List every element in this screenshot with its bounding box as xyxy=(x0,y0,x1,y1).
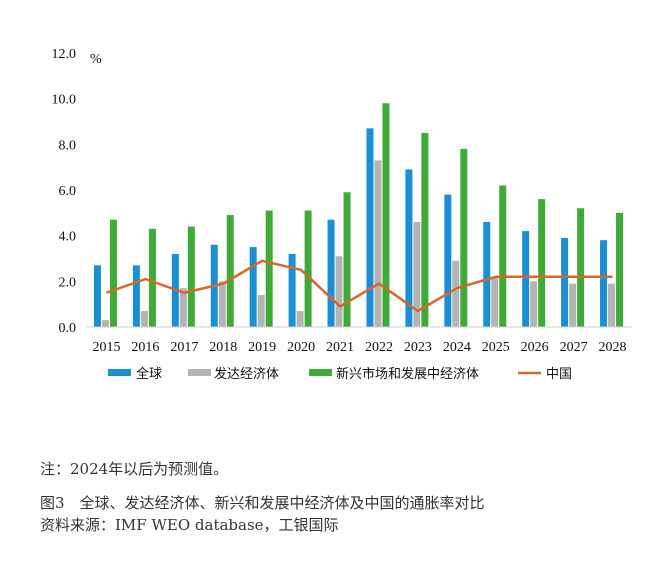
x-tick-label: 2026 xyxy=(521,340,549,355)
bar-global-2024 xyxy=(444,194,452,327)
bar-advanced-2021 xyxy=(335,256,343,327)
y-axis: 0.0 2.0 4.0 6.0 8.0 10.0 12.0 xyxy=(52,47,77,336)
bar-advanced-2023 xyxy=(413,221,421,327)
x-tick-label: 2025 xyxy=(482,340,510,355)
bar-emerging-2016 xyxy=(148,228,156,327)
y-tick-label: 6.0 xyxy=(59,184,77,199)
x-tick-label: 2017 xyxy=(170,340,198,355)
bar-advanced-2025 xyxy=(491,276,499,327)
bar-global-2021 xyxy=(327,219,335,327)
bar-emerging-2021 xyxy=(343,192,351,327)
y-tick-label: 0.0 xyxy=(59,321,77,336)
bar-emerging-2020 xyxy=(304,210,312,327)
legend-swatch xyxy=(108,369,131,376)
y-tick-label: 12.0 xyxy=(52,47,77,62)
bar-advanced-2018 xyxy=(218,281,226,327)
bar-emerging-2018 xyxy=(226,215,234,327)
x-tick-label: 2027 xyxy=(560,340,588,355)
bar-emerging-2026 xyxy=(538,199,546,327)
forecast-note: 注：2024年以后为预测值。 xyxy=(40,460,229,478)
bars-layer xyxy=(93,103,624,327)
bar-advanced-2026 xyxy=(530,281,538,327)
data-source: 资料来源：IMF WEO database，工银国际 xyxy=(40,516,339,534)
x-tick-label: 2020 xyxy=(287,340,315,355)
bar-advanced-2024 xyxy=(452,260,460,327)
y-unit-label: % xyxy=(90,52,102,67)
legend-label: 中国 xyxy=(546,367,572,382)
bar-advanced-2022 xyxy=(374,160,382,327)
bar-emerging-2017 xyxy=(187,226,195,327)
bar-advanced-2016 xyxy=(140,311,148,327)
x-tick-label: 2024 xyxy=(443,340,471,355)
legend-label: 发达经济体 xyxy=(214,366,279,382)
bar-global-2015 xyxy=(93,265,101,327)
x-tick-label: 2015 xyxy=(92,340,120,355)
bar-advanced-2017 xyxy=(179,288,187,327)
bar-global-2019 xyxy=(249,247,257,327)
y-tick-label: 2.0 xyxy=(59,275,77,290)
inflation-chart: 0.02.04.06.08.010.012.0 % 2015 2016 2017 20… xyxy=(52,47,632,382)
bar-global-2016 xyxy=(132,265,140,327)
bar-advanced-2028 xyxy=(608,283,616,327)
bar-advanced-2015 xyxy=(101,320,109,327)
bar-global-2025 xyxy=(483,221,491,327)
legend-swatch xyxy=(188,369,211,376)
bar-global-2020 xyxy=(288,253,296,327)
legend-swatch xyxy=(309,369,332,376)
bar-global-2026 xyxy=(522,231,530,327)
bar-emerging-2019 xyxy=(265,210,273,327)
legend-label: 全球 xyxy=(136,366,162,382)
x-tick-label: 2019 xyxy=(248,340,276,355)
legend: 全球 发达经济体 新兴市场和发展中经济体 中国 xyxy=(108,366,572,382)
bar-global-2022 xyxy=(366,128,374,327)
x-tick-label: 2023 xyxy=(404,340,432,355)
bar-emerging-2022 xyxy=(382,103,390,327)
y-tick-label: 4.0 xyxy=(59,230,77,245)
x-tick-label: 2022 xyxy=(365,340,393,355)
line-china xyxy=(106,259,613,313)
bar-advanced-2020 xyxy=(296,311,304,327)
bar-global-2023 xyxy=(405,169,413,327)
legend-label: 新兴市场和发展中经济体 xyxy=(336,366,479,382)
x-tick-label: 2028 xyxy=(599,340,627,355)
bar-global-2027 xyxy=(561,237,569,327)
bar-advanced-2027 xyxy=(569,283,577,327)
bar-emerging-2024 xyxy=(460,148,468,327)
bar-emerging-2025 xyxy=(499,185,507,327)
x-axis-labels: 2015 2016 2017 2018 2019 2020 2021 2022 2023 2024… xyxy=(92,340,626,355)
bar-global-2028 xyxy=(600,240,608,327)
figure-title: 图3 全球、发达经济体、新兴和发展中经济体及中国的通胀率对比 xyxy=(40,494,485,512)
bar-emerging-2027 xyxy=(577,208,585,327)
y-tick-label: 10.0 xyxy=(52,93,77,108)
line-layer xyxy=(106,259,613,313)
bar-emerging-2028 xyxy=(616,212,624,327)
bar-advanced-2019 xyxy=(257,295,265,327)
bar-emerging-2015 xyxy=(109,219,117,327)
x-tick-label: 2018 xyxy=(209,340,237,355)
x-tick-label: 2016 xyxy=(131,340,159,355)
bar-emerging-2023 xyxy=(421,132,429,327)
x-tick-label: 2021 xyxy=(326,340,354,355)
y-tick-label: 8.0 xyxy=(59,138,77,153)
